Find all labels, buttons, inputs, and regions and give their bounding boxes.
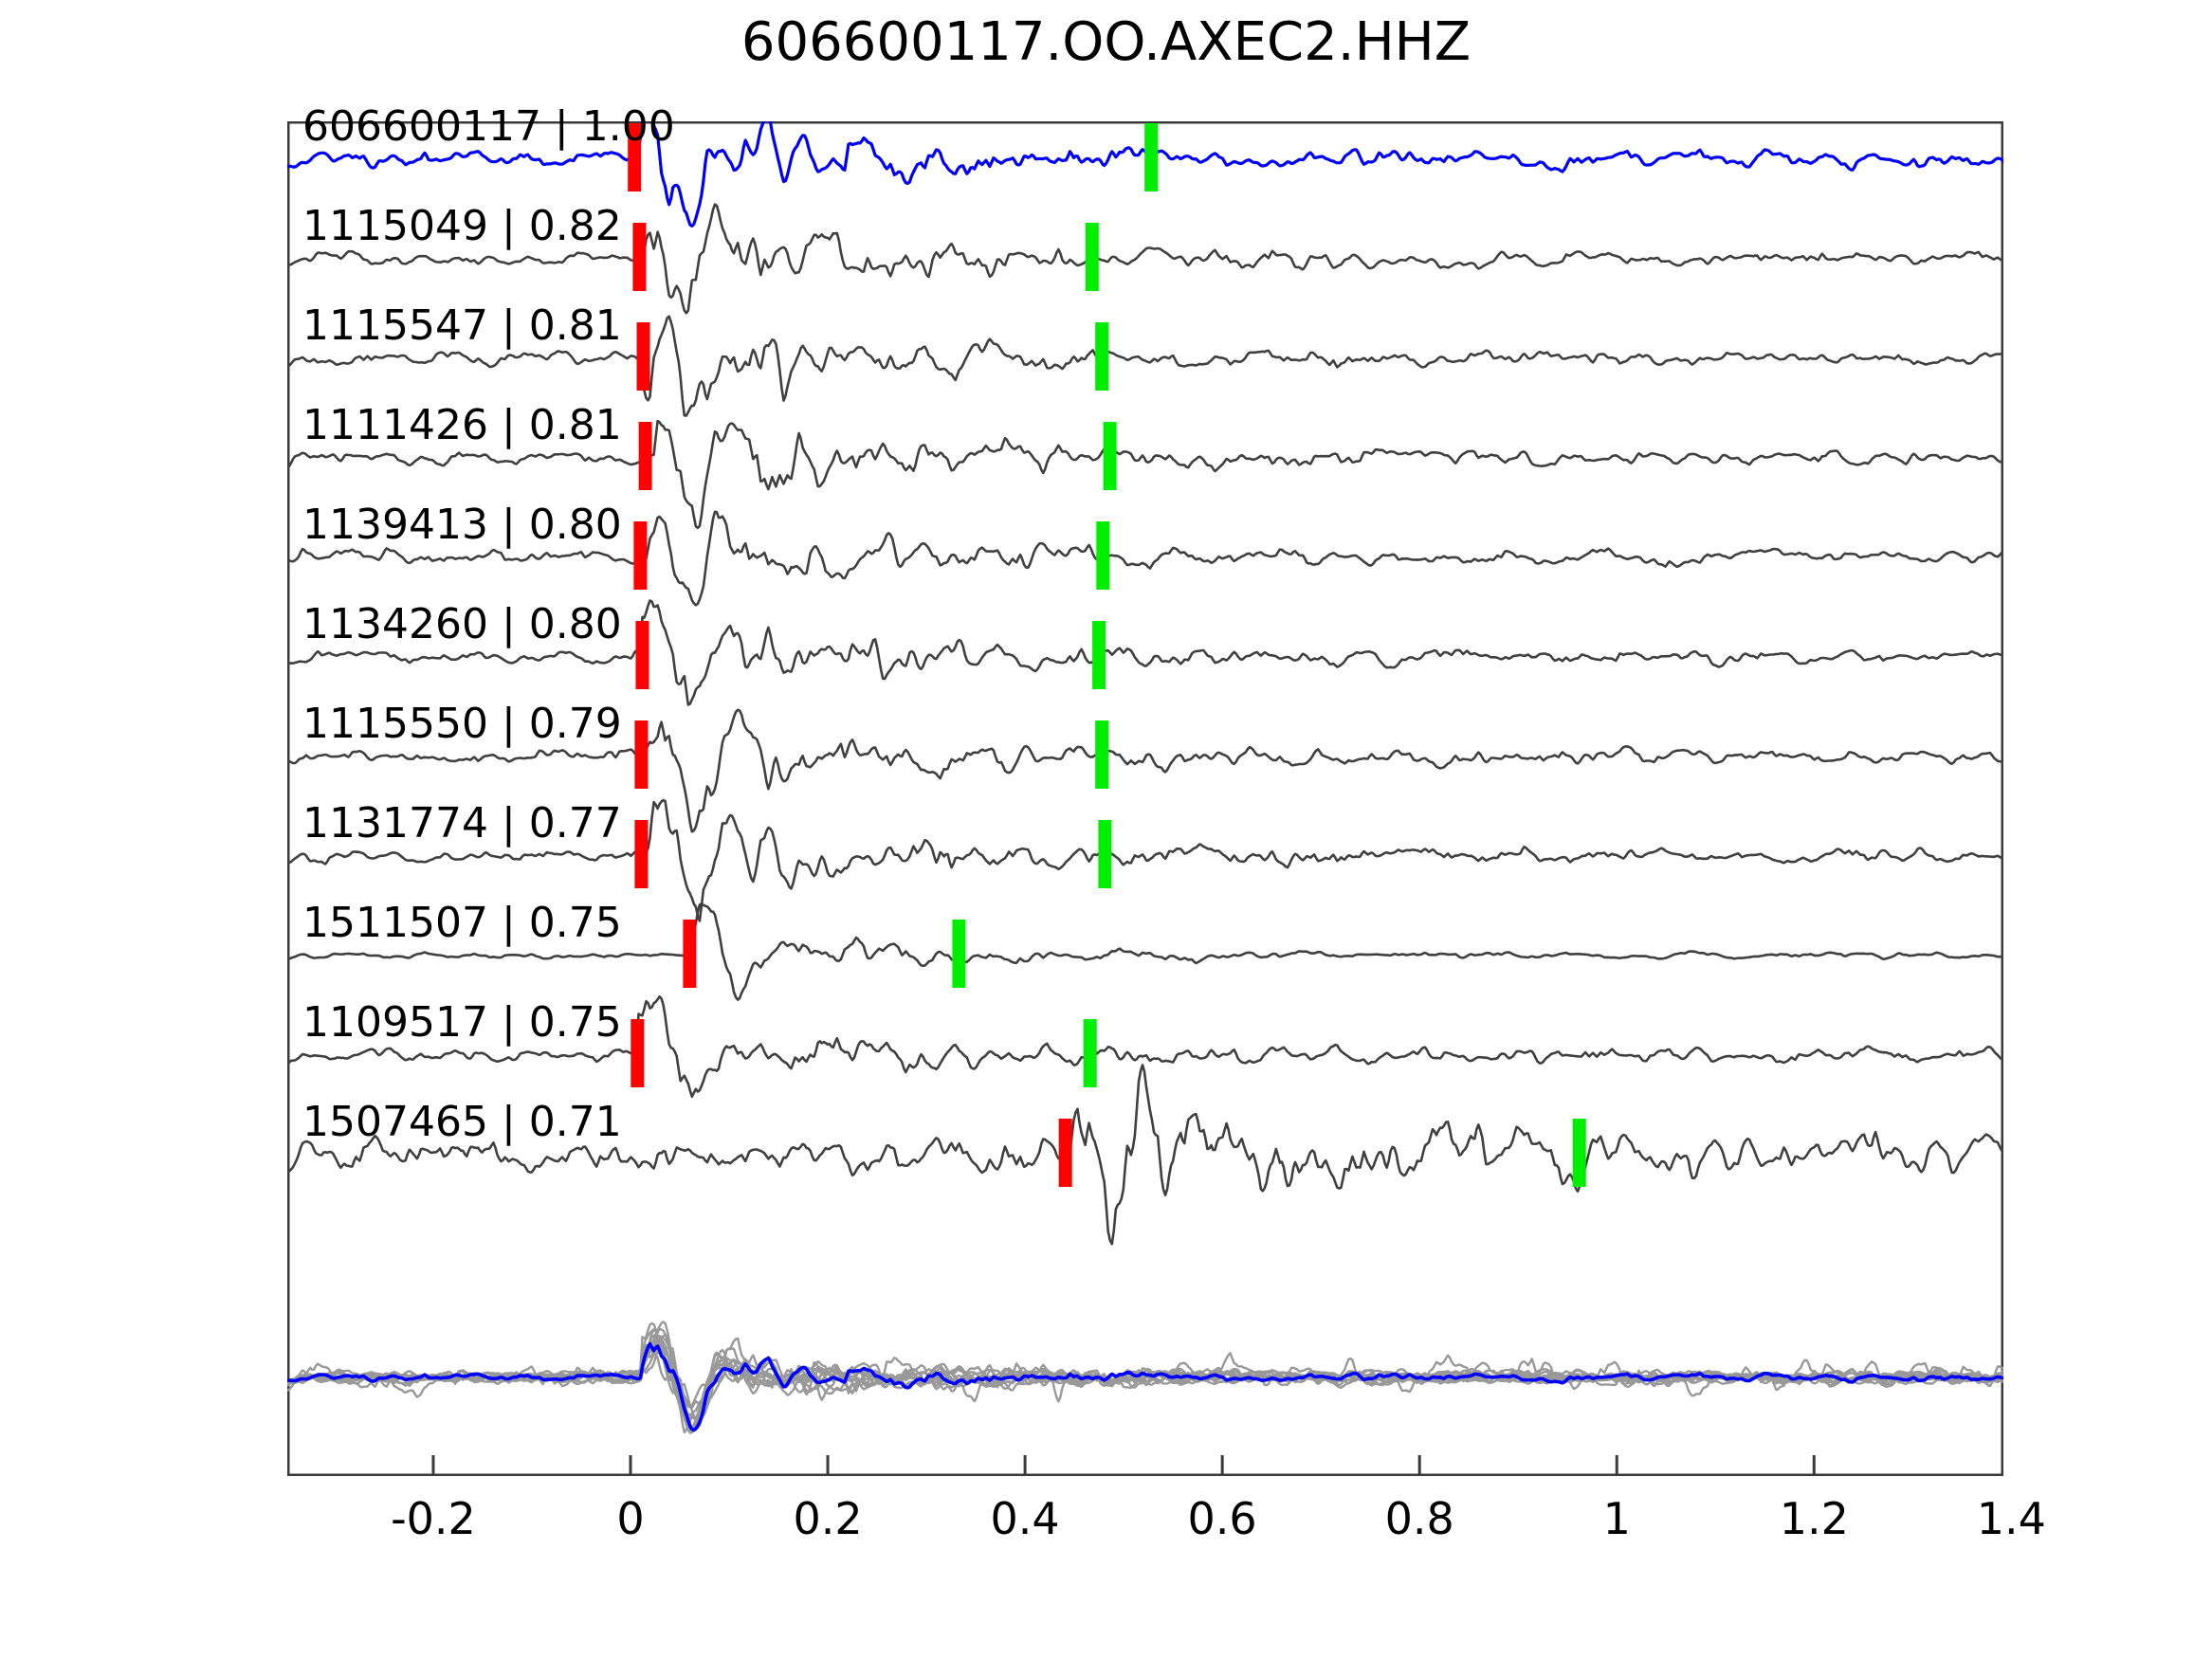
- trace-label: 1111426 | 0.81: [302, 401, 622, 449]
- x-tick-label: 0.2: [793, 1493, 863, 1544]
- waveform-trace: [287, 798, 2003, 922]
- waveform-trace: [287, 419, 2003, 530]
- waveform-trace: [287, 203, 2003, 315]
- x-tick-label: 1.2: [1779, 1493, 1849, 1544]
- x-tick-label: -0.2: [391, 1493, 476, 1544]
- p-pick-marker: [628, 123, 642, 191]
- waveform-trace: [287, 510, 2003, 607]
- trace-label: 1115547 | 0.81: [302, 301, 622, 350]
- waveform-trace: [287, 1064, 2003, 1246]
- s-pick-marker: [1572, 1119, 1586, 1187]
- waveform-canvas: [287, 121, 2003, 1476]
- trace-label: 1109517 | 0.75: [302, 998, 622, 1047]
- p-pick-marker: [633, 521, 648, 590]
- trace-label: 1115550 | 0.79: [302, 700, 622, 748]
- x-tick-label: 0: [616, 1493, 645, 1544]
- stack-member-trace: [287, 1343, 2003, 1429]
- trace-label: 1131774 | 0.77: [302, 799, 622, 848]
- waveform-trace: [287, 599, 2003, 706]
- x-tick-label: 1: [1602, 1493, 1631, 1544]
- trace-label: 1511507 | 0.75: [302, 899, 622, 947]
- s-pick-marker: [1085, 223, 1099, 291]
- x-tick-label: 1.4: [1976, 1493, 2046, 1544]
- stack-template-trace: [287, 1341, 2003, 1432]
- waveform-trace: [287, 902, 2003, 1001]
- trace-label: 1115049 | 0.82: [302, 202, 622, 250]
- s-pick-marker: [952, 920, 966, 988]
- s-pick-marker: [1098, 820, 1112, 888]
- page-title: 606600117.OO.AXEC2.HHZ: [740, 11, 1472, 73]
- s-pick-marker: [1144, 123, 1159, 191]
- waveform-trace: [287, 315, 2003, 417]
- p-pick-marker: [634, 720, 649, 789]
- x-axis-tick-labels: -0.2 0 0.2 0.4 0.6 0.8 1 1.2 1.4: [0, 1493, 2212, 1569]
- p-pick-marker: [631, 1019, 645, 1087]
- s-pick-marker: [1103, 422, 1117, 490]
- waveform-trace: [287, 994, 2003, 1099]
- p-pick-marker: [1058, 1119, 1072, 1187]
- x-tick-label: 0.8: [1384, 1493, 1454, 1544]
- trace-label: 606600117 | 1.00: [302, 102, 675, 151]
- waveform-trace: [287, 708, 2003, 833]
- plot-area: [287, 121, 2003, 1476]
- trace-label: 1507465 | 0.71: [302, 1098, 622, 1146]
- p-pick-marker: [636, 322, 650, 391]
- s-pick-marker: [1096, 521, 1110, 590]
- p-pick-marker: [634, 820, 649, 888]
- s-pick-marker: [1095, 720, 1109, 789]
- p-pick-marker: [632, 223, 647, 291]
- x-tick-label: 0.4: [990, 1493, 1060, 1544]
- stack-member-trace: [287, 1342, 2003, 1432]
- x-tick-label: 0.6: [1187, 1493, 1257, 1544]
- s-pick-marker: [1092, 621, 1106, 689]
- trace-label: 1134260 | 0.80: [302, 600, 622, 648]
- s-pick-marker: [1095, 322, 1109, 391]
- s-pick-marker: [1083, 1019, 1097, 1087]
- p-pick-marker: [683, 920, 697, 988]
- p-pick-marker: [635, 621, 649, 689]
- p-pick-marker: [638, 422, 652, 490]
- trace-label: 1139413 | 0.80: [302, 501, 622, 549]
